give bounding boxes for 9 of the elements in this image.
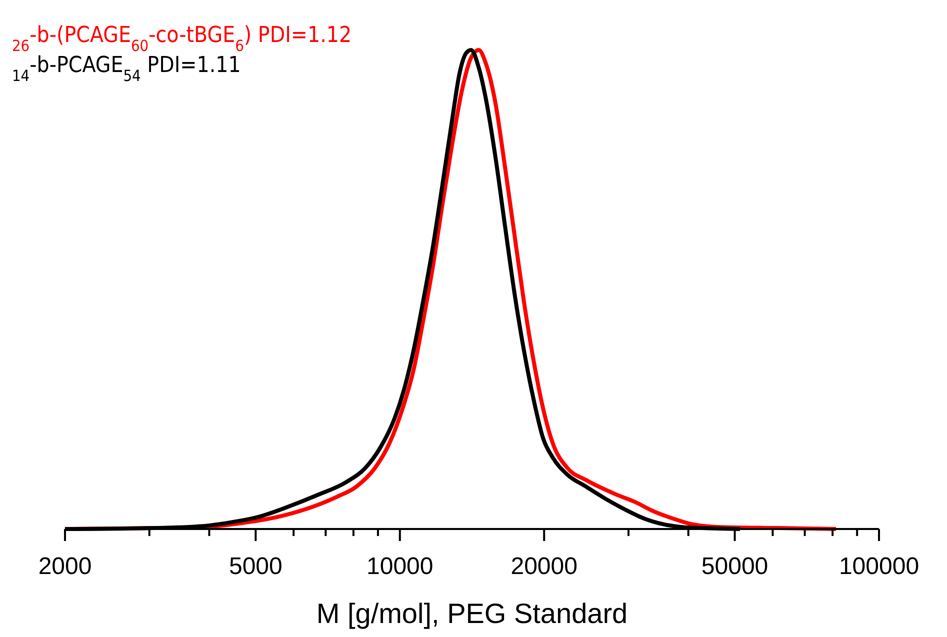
text: $_{26}$-b-(PCAGE$_{60}$-co-tBGE$_{6}$) PDI=1.12 bbox=[12, 23, 352, 55]
x-tick-label: 50000 bbox=[701, 553, 768, 580]
x-tick-label: 5000 bbox=[228, 553, 282, 580]
x-tick-label: 20000 bbox=[510, 553, 578, 580]
x-axis-title: M [g/mol], PEG Standard bbox=[316, 598, 628, 629]
x-tick-label: 10000 bbox=[366, 553, 434, 580]
x-tick-label: 100000 bbox=[838, 553, 920, 580]
text: $_{14}$-b-PCAGE$_{54}$ PDI=1.11 bbox=[12, 53, 241, 85]
x-tick-label: 2000 bbox=[38, 553, 92, 580]
